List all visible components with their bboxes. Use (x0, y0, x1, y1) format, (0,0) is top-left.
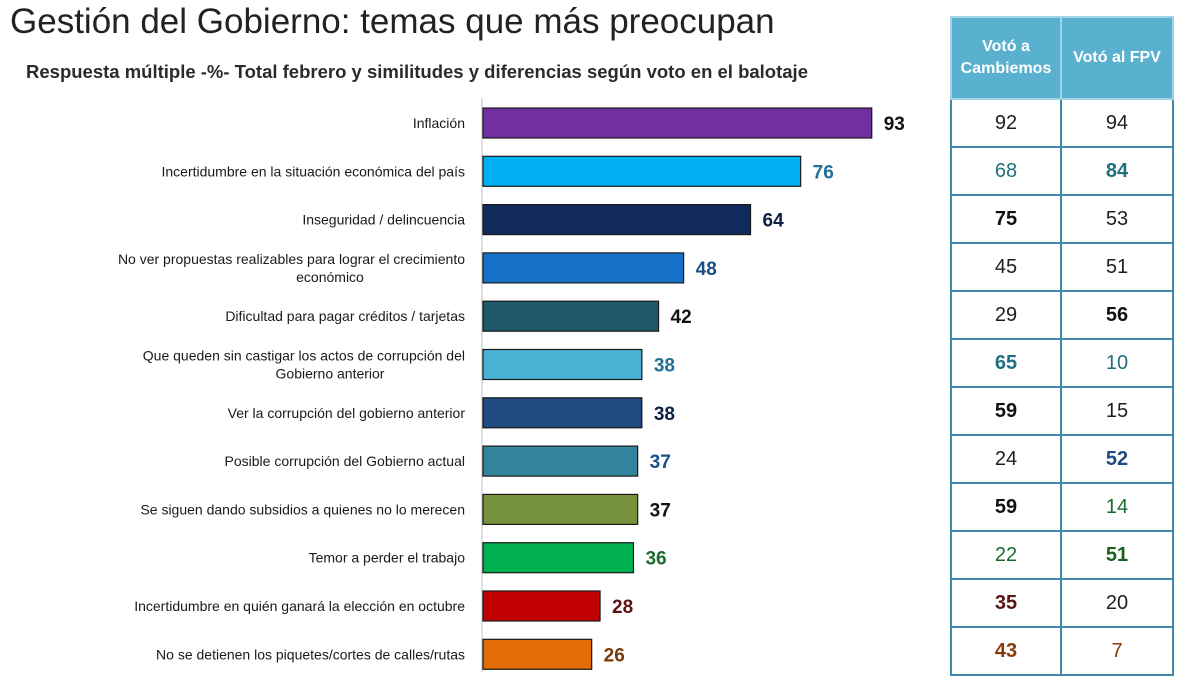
column-header-cambiemos: Votó a Cambiemos (950, 16, 1062, 100)
bar-value-label: 26 (604, 645, 625, 666)
bar-value-label: 28 (612, 597, 633, 618)
cambiemos-value: 43 (950, 626, 1062, 676)
cambiemos-value: 24 (950, 434, 1062, 484)
fpv-value: 51 (1060, 242, 1174, 292)
category-label-line: Que queden sin castigar los actos de cor… (143, 348, 465, 364)
bar-value-label: 93 (884, 114, 905, 135)
bar (482, 348, 643, 381)
category-label-line: económico (296, 269, 364, 285)
fpv-value: 84 (1060, 146, 1174, 196)
bar-value-label: 37 (650, 500, 671, 521)
category-label: Inseguridad / delincuencia (302, 212, 465, 228)
table-row: 43 7 (950, 626, 1174, 676)
bar-value-label: 48 (696, 259, 717, 280)
page-subtitle: Respuesta múltiple -%- Total febrero y s… (26, 61, 808, 82)
fpv-value: 10 (1060, 338, 1174, 388)
table-row: 59 14 (950, 482, 1174, 532)
cambiemos-value: 59 (950, 386, 1062, 436)
bar (482, 155, 802, 187)
fpv-value: 52 (1060, 434, 1174, 484)
cambiemos-value: 35 (950, 578, 1062, 628)
vote-comparison-table: Votó a Cambiemos Votó al FPV 92 94 68 84 75 5… (950, 16, 1174, 676)
table-row: 29 56 (950, 290, 1174, 340)
bar (482, 542, 635, 574)
bar-value-label: 64 (763, 211, 785, 232)
bar (482, 397, 643, 429)
bar (482, 300, 660, 332)
bar (482, 493, 639, 525)
category-label-line: No ver propuestas realizables para logra… (118, 251, 465, 267)
table-row: 59 15 (950, 386, 1174, 436)
bar-chart: 93 Inflación 76 Incertidumbre en la situaci… (118, 98, 905, 672)
bar (482, 638, 593, 670)
bar-value-label: 38 (654, 356, 675, 377)
table-row: 65 10 (950, 338, 1174, 388)
cambiemos-value: 29 (950, 290, 1062, 340)
table-row: 24 52 (950, 434, 1174, 484)
bar-value-label: 38 (654, 404, 675, 425)
table-header-row: Votó a Cambiemos Votó al FPV (950, 16, 1174, 100)
category-label: Se siguen dando subsidios a quienes no l… (140, 501, 465, 517)
bar-value-label: 37 (650, 452, 671, 473)
category-label-line: Gobierno anterior (276, 366, 385, 382)
category-label: Temor a perder el trabajo (309, 550, 466, 566)
bar-group: 93 Inflación 76 Incertidumbre en la situaci… (118, 107, 905, 670)
bar-value-label: 76 (813, 162, 834, 183)
category-label: No ver propuestas realizables para logra… (118, 251, 465, 285)
bar (482, 204, 752, 236)
category-label: Incertidumbre en la situación económica … (161, 163, 465, 179)
fpv-value: 53 (1060, 194, 1174, 244)
bar (482, 590, 601, 622)
fpv-value: 20 (1060, 578, 1174, 628)
cambiemos-value: 22 (950, 530, 1062, 580)
fpv-value: 7 (1060, 626, 1174, 676)
category-label: Posible corrupción del Gobierno actual (225, 453, 465, 469)
bar-value-label: 42 (671, 307, 692, 328)
fpv-value: 14 (1060, 482, 1174, 532)
cambiemos-value: 59 (950, 482, 1062, 532)
category-label: Dificultad para pagar créditos / tarjeta… (225, 308, 465, 324)
cambiemos-value: 92 (950, 98, 1062, 148)
category-label: Que queden sin castigar los actos de cor… (143, 348, 465, 382)
table-row: 75 53 (950, 194, 1174, 244)
fpv-value: 94 (1060, 98, 1174, 148)
cambiemos-value: 65 (950, 338, 1062, 388)
bar (482, 445, 639, 477)
cambiemos-value: 68 (950, 146, 1062, 196)
cambiemos-value: 45 (950, 242, 1062, 292)
page-title: Gestión del Gobierno: temas que más preo… (10, 2, 775, 41)
category-label: Incertidumbre en quién ganará la elecció… (134, 598, 465, 614)
category-label: No se detienen los piquetes/cortes de ca… (156, 646, 465, 662)
category-label: Ver la corrupción del gobierno anterior (228, 405, 466, 421)
table-row: 92 94 (950, 98, 1174, 148)
fpv-value: 51 (1060, 530, 1174, 580)
table-row: 35 20 (950, 578, 1174, 628)
table-body: 92 94 68 84 75 53 45 51 29 56 65 10 59 15 24 52 59 14 22 51… (950, 98, 1174, 676)
table-row: 22 51 (950, 530, 1174, 580)
fpv-value: 56 (1060, 290, 1174, 340)
fpv-value: 15 (1060, 386, 1174, 436)
bar (482, 107, 873, 139)
bar (482, 252, 685, 284)
table-row: 45 51 (950, 242, 1174, 292)
column-header-fpv: Votó al FPV (1060, 16, 1174, 100)
cambiemos-value: 75 (950, 194, 1062, 244)
category-label: Inflación (413, 115, 465, 131)
table-row: 68 84 (950, 146, 1174, 196)
bar-value-label: 36 (645, 549, 666, 570)
